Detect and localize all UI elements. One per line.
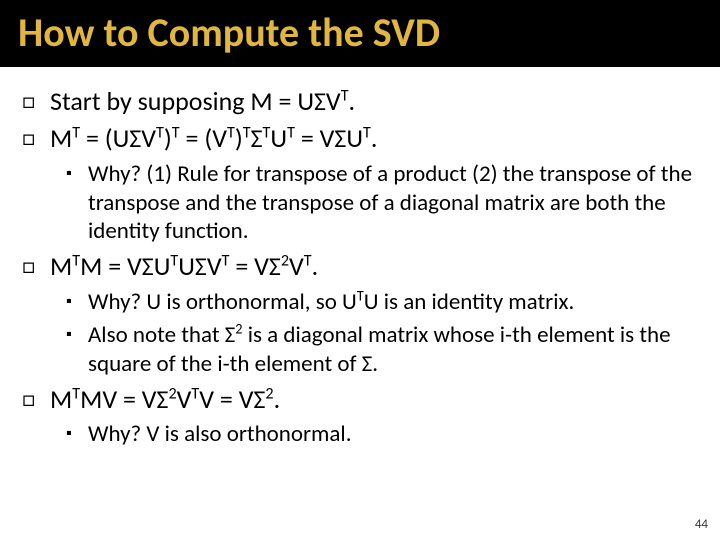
bullet-text: Also note that Σ2 is a diagonal matrix w… (88, 321, 698, 379)
square-bullet-icon: □ (22, 85, 50, 118)
bullet-text: Start by supposing M = UΣVT. (50, 85, 698, 118)
square-bullet-icon: □ (22, 250, 50, 283)
bullet-level1: □MTMV = VΣ2VTV = VΣ2. (22, 383, 698, 416)
bullet-level2: ▪Why? V is also orthonormal. (66, 420, 698, 449)
bullet-text: MTMV = VΣ2VTV = VΣ2. (50, 383, 698, 416)
bullet-level2: ▪Also note that Σ2 is a diagonal matrix … (66, 321, 698, 379)
title-band: How to Compute the SVD (0, 0, 720, 67)
filled-square-bullet-icon: ▪ (66, 321, 88, 379)
filled-square-bullet-icon: ▪ (66, 160, 88, 247)
filled-square-bullet-icon: ▪ (66, 420, 88, 449)
bullet-text: Why? (1) Rule for transpose of a product… (88, 160, 698, 247)
square-bullet-icon: □ (22, 122, 50, 155)
bullet-level1: □MTM = VΣUTUΣVT = VΣ2VT. (22, 250, 698, 283)
bullet-level2: ▪Why? (1) Rule for transpose of a produc… (66, 160, 698, 247)
square-bullet-icon: □ (22, 383, 50, 416)
slide-title: How to Compute the SVD (18, 8, 702, 57)
page-number: 44 (695, 517, 708, 532)
slide-body: □Start by supposing M = UΣVT.□MT = (UΣVT… (0, 67, 720, 449)
bullet-level1: □Start by supposing M = UΣVT. (22, 85, 698, 118)
bullet-text: Why? V is also orthonormal. (88, 420, 698, 449)
bullet-text: MTM = VΣUTUΣVT = VΣ2VT. (50, 250, 698, 283)
filled-square-bullet-icon: ▪ (66, 288, 88, 317)
bullet-text: Why? U is orthonormal, so UTU is an iden… (88, 288, 698, 317)
bullet-level2: ▪Why? U is orthonormal, so UTU is an ide… (66, 288, 698, 317)
bullet-level1: □MT = (UΣVT)T = (VT)TΣTUT = VΣUT. (22, 122, 698, 155)
bullet-text: MT = (UΣVT)T = (VT)TΣTUT = VΣUT. (50, 122, 698, 155)
